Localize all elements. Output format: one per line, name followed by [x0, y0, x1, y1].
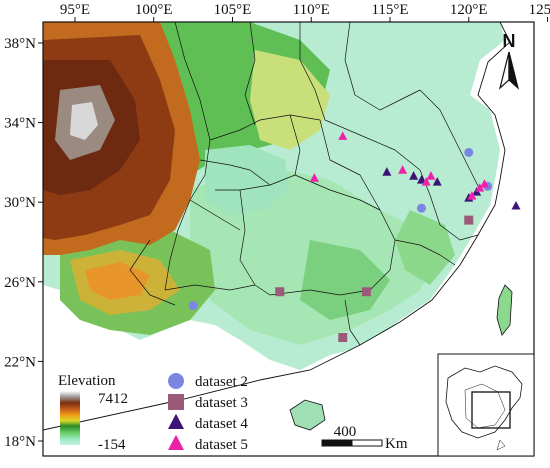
y-tick-label: 22°N	[4, 354, 36, 370]
dataset-3-site	[338, 333, 348, 343]
taiwan-island	[496, 284, 513, 336]
dataset-4-site	[417, 175, 426, 184]
dataset-4-site	[409, 171, 419, 180]
hainan-island	[289, 399, 326, 431]
elevation-color-ramp	[60, 391, 80, 445]
province-borders	[129, 22, 481, 346]
legend-label: dataset 2	[195, 374, 248, 390]
dataset-2-site	[188, 301, 198, 311]
y-tick-label: 34°N	[4, 116, 36, 132]
legend-label: dataset 3	[195, 395, 248, 411]
elevation-legend: Elevation 7412 -154	[58, 373, 128, 453]
dataset-3-site	[275, 287, 285, 297]
legend-symbol-dataset-4	[168, 413, 184, 429]
elevation-title: Elevation	[58, 373, 116, 389]
dataset-5-site	[467, 191, 477, 200]
x-tick-label: 125°E	[529, 2, 550, 18]
elevation-max-label: 7412	[98, 391, 128, 407]
dataset-legend: dataset 2 dataset 3 dataset 4 dataset 5	[168, 373, 248, 453]
dataset-3-site	[464, 215, 474, 225]
legend-label: dataset 4	[195, 416, 248, 432]
dataset-5-site	[309, 173, 319, 182]
x-tick-label: 100°E	[135, 2, 173, 18]
dataset-2-site	[464, 147, 474, 157]
y-axis-ticks: 38°N 34°N 30°N 26°N 22°N 18°N	[4, 36, 43, 450]
legend-label: dataset 5	[195, 437, 248, 453]
x-tick-label: 110°E	[293, 2, 330, 18]
legend-symbol-dataset-5	[168, 434, 184, 450]
north-arrow-icon: N	[498, 31, 520, 90]
dataset-5-site	[338, 131, 348, 140]
x-axis-ticks: 95°E 100°E 105°E 110°E 115°E 120°E 125°E	[60, 2, 550, 22]
x-tick-label: 115°E	[371, 2, 408, 18]
elevation-min-label: -154	[98, 437, 126, 453]
dataset-5-site	[475, 183, 485, 192]
x-tick-label: 120°E	[450, 2, 488, 18]
scale-bar: 400 Km	[321, 424, 408, 452]
map-frame	[42, 21, 535, 457]
dataset-4-site	[382, 167, 392, 176]
scale-bar-unit: Km	[385, 436, 408, 452]
y-tick-label: 26°N	[4, 275, 36, 291]
legend-symbol-dataset-2	[168, 373, 184, 389]
dataset-5-site	[426, 171, 436, 180]
dataset-4-site	[432, 177, 442, 186]
legend-symbol-dataset-3	[168, 394, 184, 410]
inset-extent-box	[471, 391, 511, 429]
dataset-2-site	[417, 203, 426, 213]
inset-map	[437, 353, 535, 457]
dataset-5-site	[480, 179, 489, 188]
y-tick-label: 18°N	[4, 434, 36, 450]
y-tick-label: 30°N	[4, 195, 36, 211]
dataset-4-site	[511, 201, 521, 210]
dataset-3-site	[361, 287, 371, 297]
dataset-5-site	[398, 165, 408, 174]
x-tick-label: 105°E	[214, 2, 252, 18]
dataset-5-site	[421, 177, 431, 186]
north-label: N	[503, 31, 516, 51]
scale-bar-value: 400	[334, 424, 357, 440]
y-tick-label: 38°N	[4, 36, 36, 52]
elevation-map	[43, 22, 534, 456]
x-tick-label: 95°E	[60, 2, 90, 18]
site-markers	[188, 131, 521, 343]
